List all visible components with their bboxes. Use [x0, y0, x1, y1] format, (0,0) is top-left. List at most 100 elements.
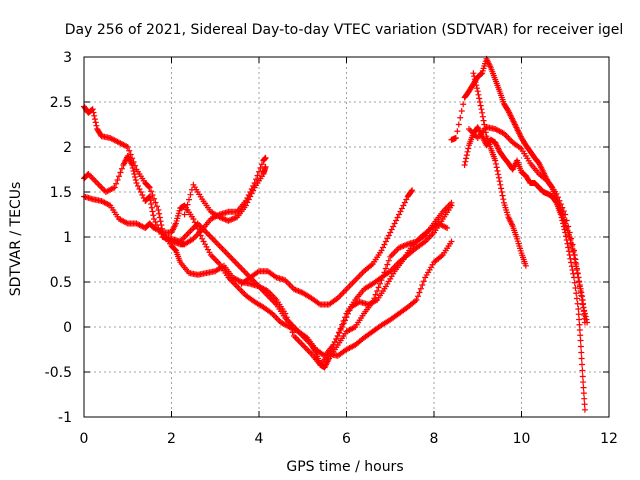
data-point-interp — [398, 205, 405, 212]
data-point-interp — [572, 256, 579, 263]
data-point — [470, 70, 477, 77]
data-point-interp — [575, 311, 582, 318]
y-axis-label: SDTVAR / TECUs — [8, 182, 24, 297]
data-point-interp — [377, 280, 384, 287]
x-tick-label: 4 — [255, 431, 264, 447]
data-point — [575, 274, 582, 281]
data-point-interp — [473, 82, 480, 89]
data-point-interp — [139, 192, 146, 198]
data-point-interp — [463, 152, 470, 159]
data-point-interp — [256, 168, 262, 175]
series-track-i — [470, 70, 529, 269]
data-point-interp — [493, 164, 500, 171]
data-point-interp — [581, 395, 588, 402]
data-point-interp — [91, 116, 98, 123]
data-point-interp — [476, 99, 483, 105]
data-point-interp — [254, 172, 261, 179]
data-point — [334, 333, 341, 339]
data-point-interp — [385, 257, 392, 264]
data-point-interp — [566, 229, 573, 236]
data-point — [553, 190, 560, 197]
data-point-interp — [573, 261, 580, 267]
data-point-interp — [564, 240, 571, 247]
data-point-interp — [113, 180, 120, 187]
data-point-interp — [152, 219, 159, 225]
data-point — [89, 106, 96, 113]
y-tick-label: 2 — [63, 140, 72, 156]
data-point-interp — [151, 195, 157, 202]
data-point-interp — [145, 183, 152, 190]
data-point-interp — [465, 145, 472, 152]
data-point-interp — [400, 202, 407, 209]
data-point-interp — [336, 329, 343, 336]
data-point — [190, 216, 197, 222]
data-point-interp — [385, 232, 392, 239]
data-point-interp — [420, 278, 427, 285]
data-point-interp — [455, 121, 462, 128]
data-point-interp — [339, 321, 346, 328]
data-point-interp — [573, 295, 580, 302]
data-point-interp — [476, 95, 483, 102]
data-point-interp — [147, 197, 154, 204]
data-point — [111, 184, 118, 191]
data-point-interp — [129, 165, 136, 171]
data-point-interp — [132, 177, 139, 183]
data-point-interp — [384, 235, 391, 242]
series-track-a — [81, 103, 455, 371]
x-axis-ticks: 0 2 4 6 8 10 12 — [80, 57, 618, 447]
data-point — [474, 88, 481, 95]
data-point-interp — [471, 76, 478, 83]
data-point-interp — [126, 147, 133, 154]
data-point — [571, 247, 577, 254]
data-point-interp — [577, 288, 584, 294]
data-point-interp — [563, 217, 570, 224]
data-point-interp — [460, 101, 467, 108]
data-point-interp — [153, 203, 160, 210]
data-point-interp — [148, 204, 155, 211]
data-point-interp — [401, 199, 408, 206]
series-track-c — [81, 193, 451, 359]
data-point-interp — [91, 112, 98, 119]
x-tick-label: 10 — [513, 431, 531, 447]
data-point-interp — [576, 316, 583, 323]
data-point-interp — [458, 108, 465, 114]
series-track-j — [461, 124, 588, 413]
data-point-interp — [93, 122, 100, 129]
data-point-interp — [579, 367, 586, 374]
data-point — [448, 202, 455, 209]
data-point-interp — [580, 379, 587, 386]
data-point-interp — [498, 185, 505, 192]
data-point-interp — [414, 293, 421, 300]
data-point-interp — [499, 192, 506, 199]
series-track-f — [238, 187, 416, 308]
x-tick-label: 12 — [600, 431, 618, 447]
data-point-interp — [471, 73, 478, 80]
data-point-interp — [478, 106, 485, 113]
y-tick-label: 0 — [63, 320, 72, 336]
data-point-interp — [374, 288, 381, 294]
data-point-interp — [577, 332, 584, 339]
data-point-interp — [568, 235, 575, 242]
data-point-interp — [578, 355, 585, 362]
series-track-d — [159, 202, 455, 368]
data-point — [129, 162, 136, 168]
data-point-interp — [382, 265, 389, 272]
data-point-interp — [560, 208, 567, 215]
y-tick-label: 1.5 — [50, 185, 72, 201]
x-tick-label: 2 — [167, 431, 176, 447]
data-point — [579, 373, 586, 380]
data-point-interp — [379, 244, 386, 251]
data-point — [133, 180, 140, 186]
data-point — [452, 135, 459, 141]
data-point-interp — [372, 291, 379, 298]
data-point-interp — [579, 361, 586, 368]
data-point-interp — [390, 223, 397, 230]
series-track-b — [81, 153, 269, 248]
data-point-interp — [156, 214, 163, 221]
data-point-interp — [556, 197, 563, 204]
data-point-interp — [132, 174, 139, 180]
data-point-interp — [92, 119, 99, 126]
data-point-interp — [560, 220, 567, 227]
data-point-interp — [495, 171, 502, 178]
data-point-interp — [394, 214, 401, 221]
